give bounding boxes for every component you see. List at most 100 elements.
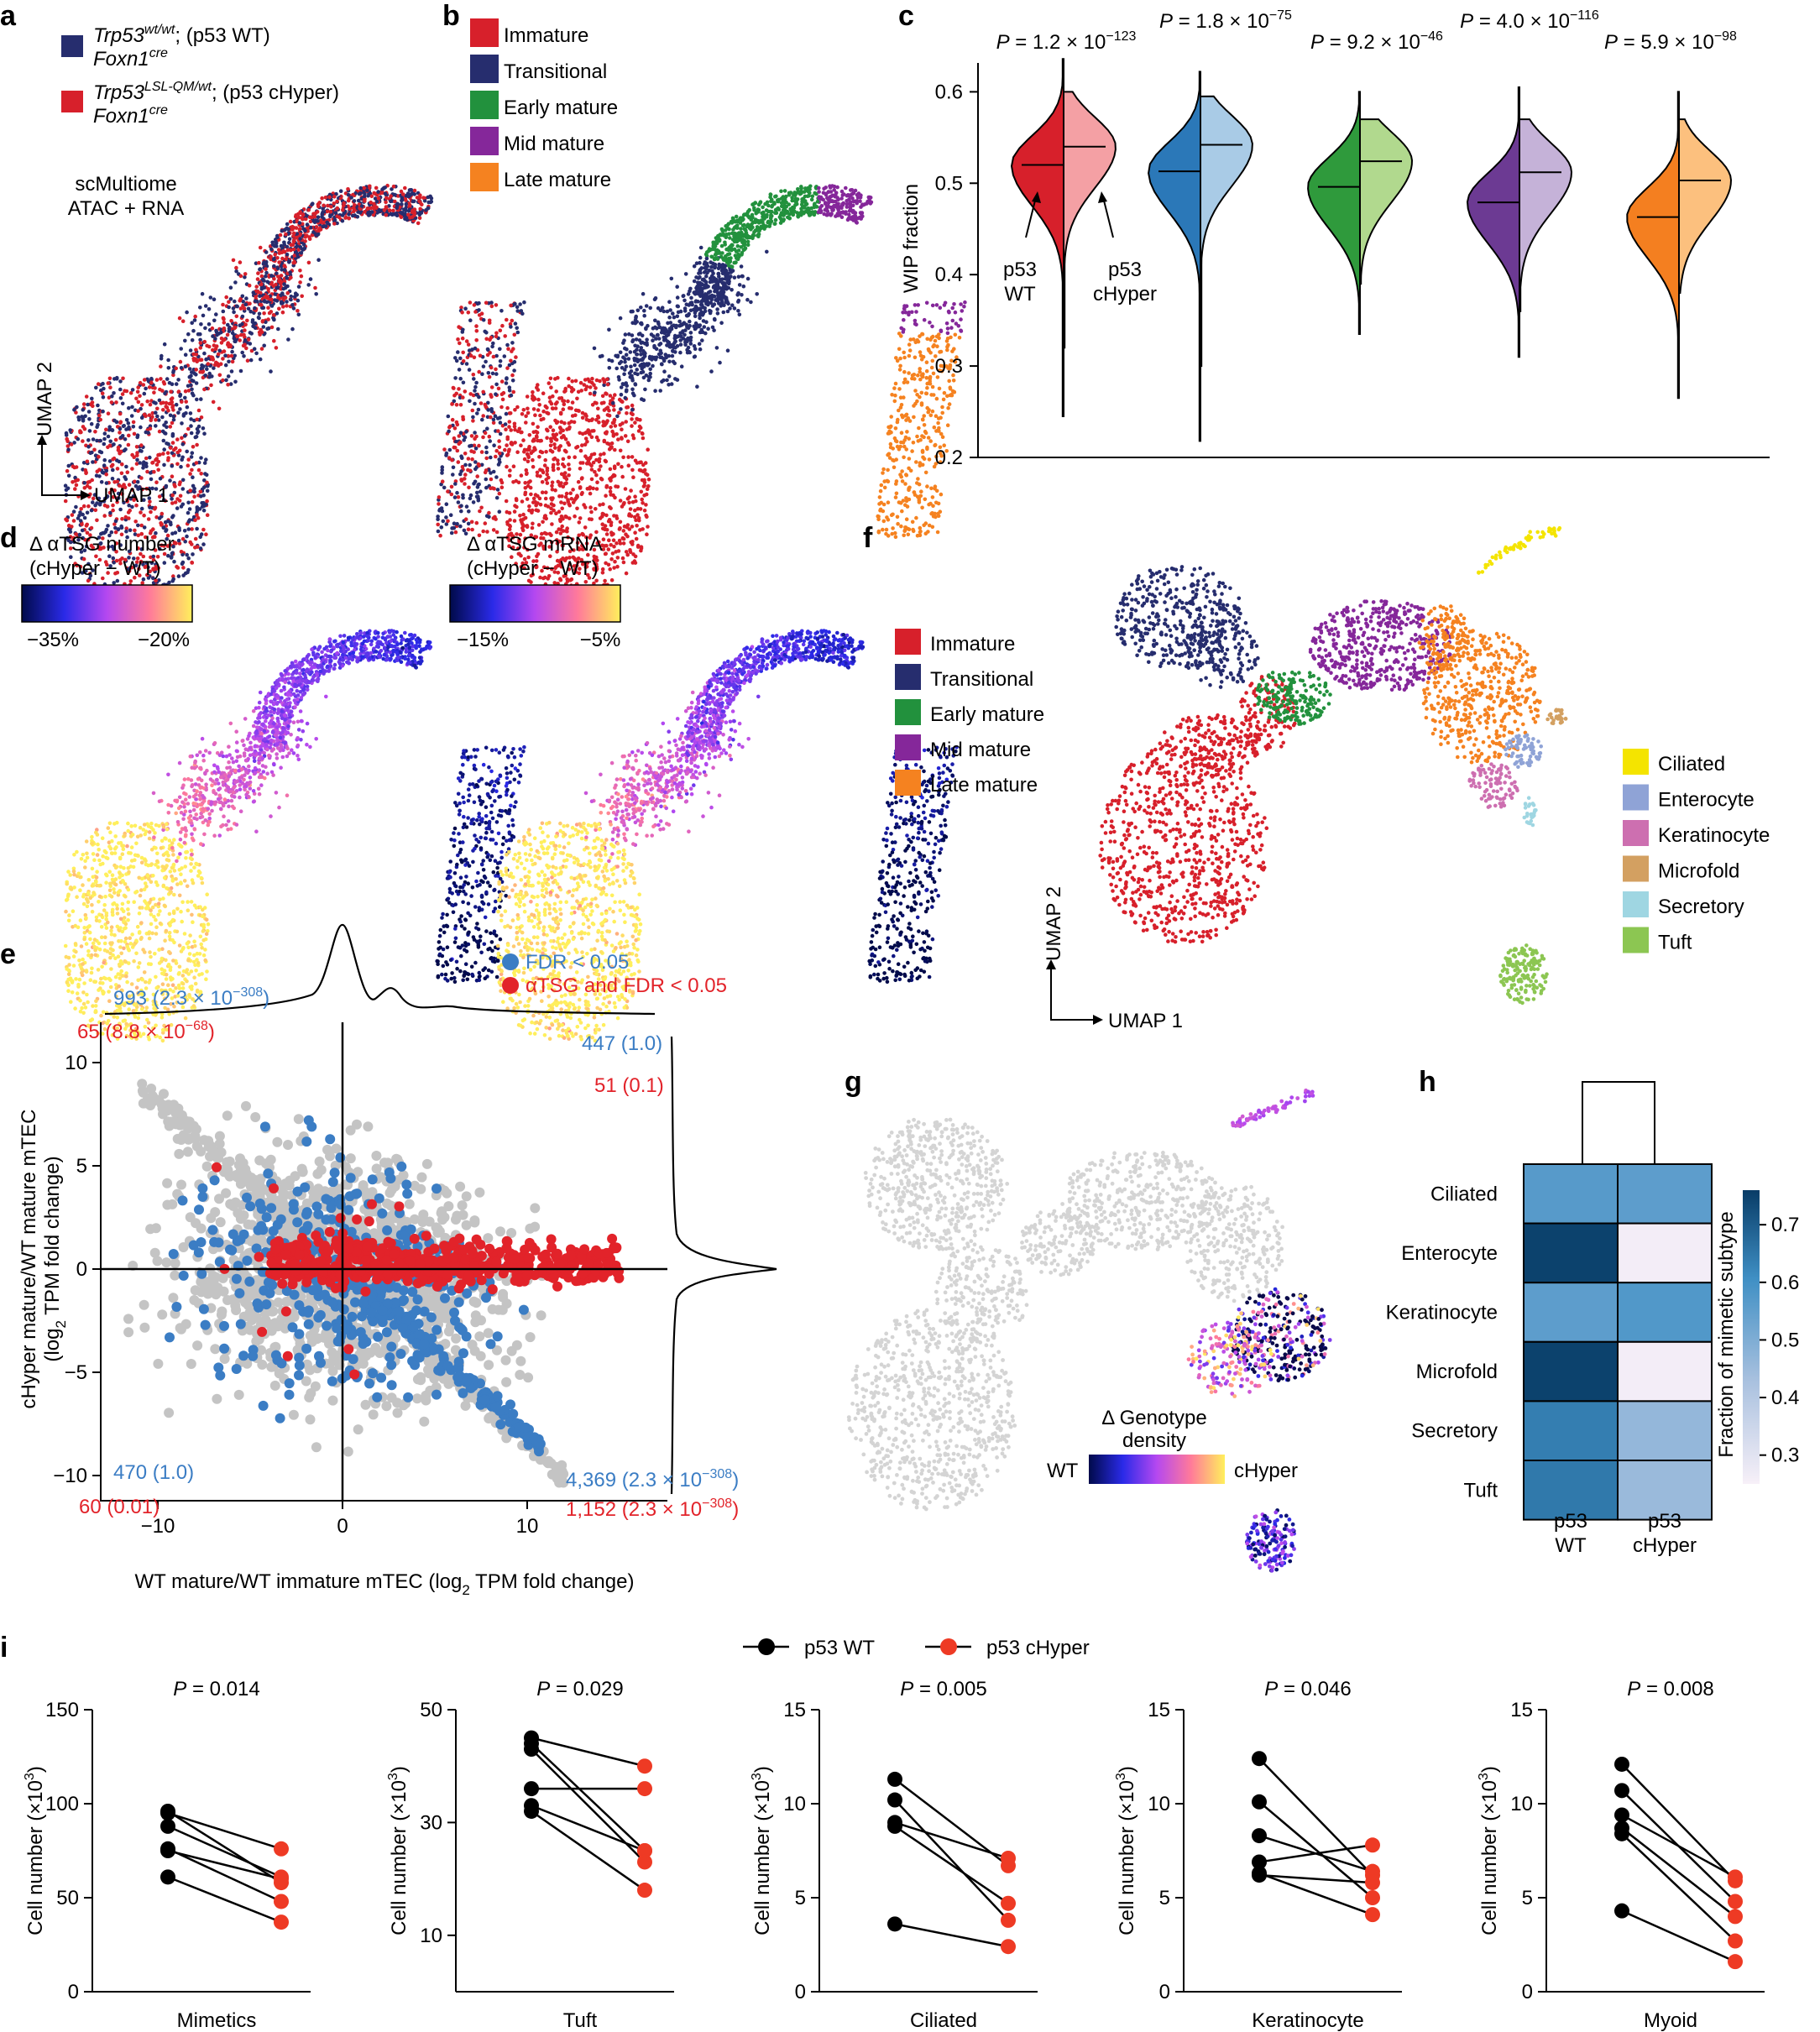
c-violin-wt-2 <box>1307 91 1361 336</box>
e-y-tick-1: −5 <box>65 1361 87 1384</box>
svg-text:Trp53wt/wt; (p53 WT): Trp53wt/wt; (p53 WT) <box>93 23 270 47</box>
legend-f-left: Immature Transitional Early mature Mid matu… <box>895 629 1044 797</box>
panel-b-letter: b <box>442 0 460 32</box>
i-legend-ch-dot <box>940 1638 957 1655</box>
i-wt-point-4-4 <box>1614 1826 1629 1841</box>
i-ch-point-1-3 <box>637 1781 652 1797</box>
i-plot-tuft: 10 30 50 P = 0.029 Tuft Cell number (×103) <box>386 1678 674 2032</box>
i-ytick-1-1: 30 <box>420 1811 442 1834</box>
e-axes <box>100 1022 667 1502</box>
i-ch-point-0-1 <box>274 1841 289 1857</box>
i-plot-keratinocyte: 0 5 10 15 P = 0.046 Keratinocyte Cell number (… <box>1114 1678 1402 2032</box>
d-left-colorbar <box>21 584 193 623</box>
legend-b-label-1: Transitional <box>504 60 607 83</box>
i-ch-point-2-4 <box>1001 1939 1016 1955</box>
h-cell-2-0 <box>1523 1282 1619 1343</box>
i-ch-point-2-1 <box>1001 1912 1016 1928</box>
c-violin-ch-4 <box>1678 118 1733 295</box>
i-ytick-2-2: 10 <box>783 1793 806 1815</box>
e-count-tl-blue: 993 (2.3 × 10−308) <box>113 985 269 1010</box>
panel-a-letter: a <box>0 0 17 32</box>
i-wt-point-1-2 <box>524 1736 539 1752</box>
panel-i-letter: i <box>0 1632 8 1664</box>
legend-a-swatch-ch <box>61 91 83 112</box>
i-ytick-0-0: 0 <box>68 1981 79 2003</box>
c-y-ticks: 0.2 0.3 0.4 0.5 0.6 <box>935 81 978 469</box>
legend-f-right-swatch-5 <box>1623 927 1649 953</box>
umap-d-left-scatter <box>63 629 526 1043</box>
legend-b-label-0: Immature <box>504 24 588 47</box>
e-y-tick-4: 10 <box>65 1052 87 1074</box>
legend-a-ch-rest: ; (p53 cHyper) <box>212 81 339 104</box>
d-left-tick-1: −35% <box>27 629 79 651</box>
legend-f-right-swatch-1 <box>1623 784 1649 811</box>
legend-f-left-swatch-4 <box>895 770 921 796</box>
i-plot-ciliated: 0 5 10 15 P = 0.005 Ciliated Cell number (×103… <box>750 1678 1038 2032</box>
h-colorbar-label: Fraction of mimetic subtype <box>1715 1211 1738 1457</box>
h-cell-0-0 <box>1523 1163 1619 1225</box>
i-wt-point-3-0 <box>1252 1751 1267 1767</box>
h-col-label-1-b: cHyper <box>1633 1534 1697 1557</box>
i-wt-point-4-2 <box>1614 1807 1629 1823</box>
i-ytick-1-0: 10 <box>420 1925 442 1947</box>
i-xlabel-4: Myoid <box>1644 2009 1697 2032</box>
i-pvalue-3: P = 0.046 <box>1264 1678 1351 1700</box>
c-pvalue-2: P = 9.2 × 10−46 <box>1310 29 1443 54</box>
h-col-label-0-a: p53 <box>1554 1510 1587 1533</box>
h-col-label-1-a: p53 <box>1648 1510 1681 1533</box>
i-ylabel-1: Cell number (×103) <box>386 1766 411 1935</box>
c-ann-wt-2: WT <box>1004 283 1036 306</box>
h-cell-1-1 <box>1617 1222 1713 1284</box>
i-xlabel-2: Ciliated <box>910 2009 977 2032</box>
g-title-2: density <box>1122 1429 1186 1452</box>
g-colorbar <box>1089 1455 1225 1484</box>
i-wt-point-2-1 <box>887 1792 902 1808</box>
c-y-tick-0: 0.2 <box>935 447 963 469</box>
umap-f-y-label: UMAP 2 <box>1043 886 1065 961</box>
legend-f-right-label-2: Keratinocyte <box>1658 824 1770 847</box>
assay-line1: scMultiome <box>75 173 176 196</box>
legend-f-left-label-3: Mid mature <box>930 739 1031 761</box>
c-ann-ch-1: p53 <box>1108 259 1142 281</box>
legend-a-wt-line2-sup: cre <box>149 46 168 60</box>
h-row-label-4: Secretory <box>1411 1420 1498 1443</box>
i-pvalue-2: P = 0.005 <box>900 1678 986 1700</box>
umap-b-scatter <box>504 184 967 598</box>
i-ytick-4-0: 0 <box>1522 1981 1533 2003</box>
c-violin-ch-2 <box>1359 118 1414 285</box>
legend-b-swatch-3 <box>470 127 499 155</box>
i-ch-point-4-4 <box>1728 1933 1743 1949</box>
i-ytick-2-0: 0 <box>795 1981 806 2003</box>
h-cell-2-1 <box>1617 1282 1713 1343</box>
c-pvalue-3: P = 4.0 × 10−116 <box>1460 8 1599 33</box>
h-cell-3-0 <box>1523 1340 1619 1403</box>
legend-b-swatch-1 <box>470 55 499 83</box>
legend-b-swatch-0 <box>470 18 499 47</box>
panel-f: f Immature Transitional Early mature Mid ma… <box>863 522 1770 1032</box>
legend-a-ch-gene: Trp53 <box>93 81 145 104</box>
g-title-1: Δ Genotype <box>1101 1407 1206 1429</box>
svg-text:Foxn1cre: Foxn1cre <box>93 103 168 128</box>
h-row-label-2: Keratinocyte <box>1386 1302 1498 1324</box>
i-wt-point-4-5 <box>1614 1903 1629 1919</box>
c-violin-wt-0 <box>1010 58 1064 418</box>
i-legend-ch: p53 cHyper <box>986 1637 1090 1659</box>
i-ch-point-1-4 <box>637 1883 652 1899</box>
panel-a: a Trp53wt/wt; (p53 WT) Foxn1cre Trp53LSL… <box>0 0 526 598</box>
c-ann-wt-1: p53 <box>1003 259 1037 281</box>
c-y-tick-2: 0.4 <box>935 264 963 286</box>
g-left-label: WT <box>1047 1460 1079 1482</box>
d-right-tick-2: −5% <box>580 629 621 651</box>
i-ch-point-1-0 <box>637 1758 652 1774</box>
e-count-tr-blue: 447 (1.0) <box>582 1032 662 1055</box>
panel-f-letter: f <box>863 522 873 554</box>
i-ch-point-4-5 <box>1728 1954 1743 1970</box>
g-right-label: cHyper <box>1234 1460 1298 1482</box>
h-heatmap: Ciliated Enterocyte Keratinocyte Microfold S… <box>1386 1163 1713 1557</box>
c-y-tick-1: 0.3 <box>935 355 963 378</box>
e-count-tr-red: 51 (0.1) <box>594 1074 664 1097</box>
i-ytick-3-2: 10 <box>1148 1793 1170 1815</box>
svg-text:Trp53LSL-QM/wt; (p53 cHyper): Trp53LSL-QM/wt; (p53 cHyper) <box>93 80 339 104</box>
i-ytick-1-2: 50 <box>420 1699 442 1721</box>
